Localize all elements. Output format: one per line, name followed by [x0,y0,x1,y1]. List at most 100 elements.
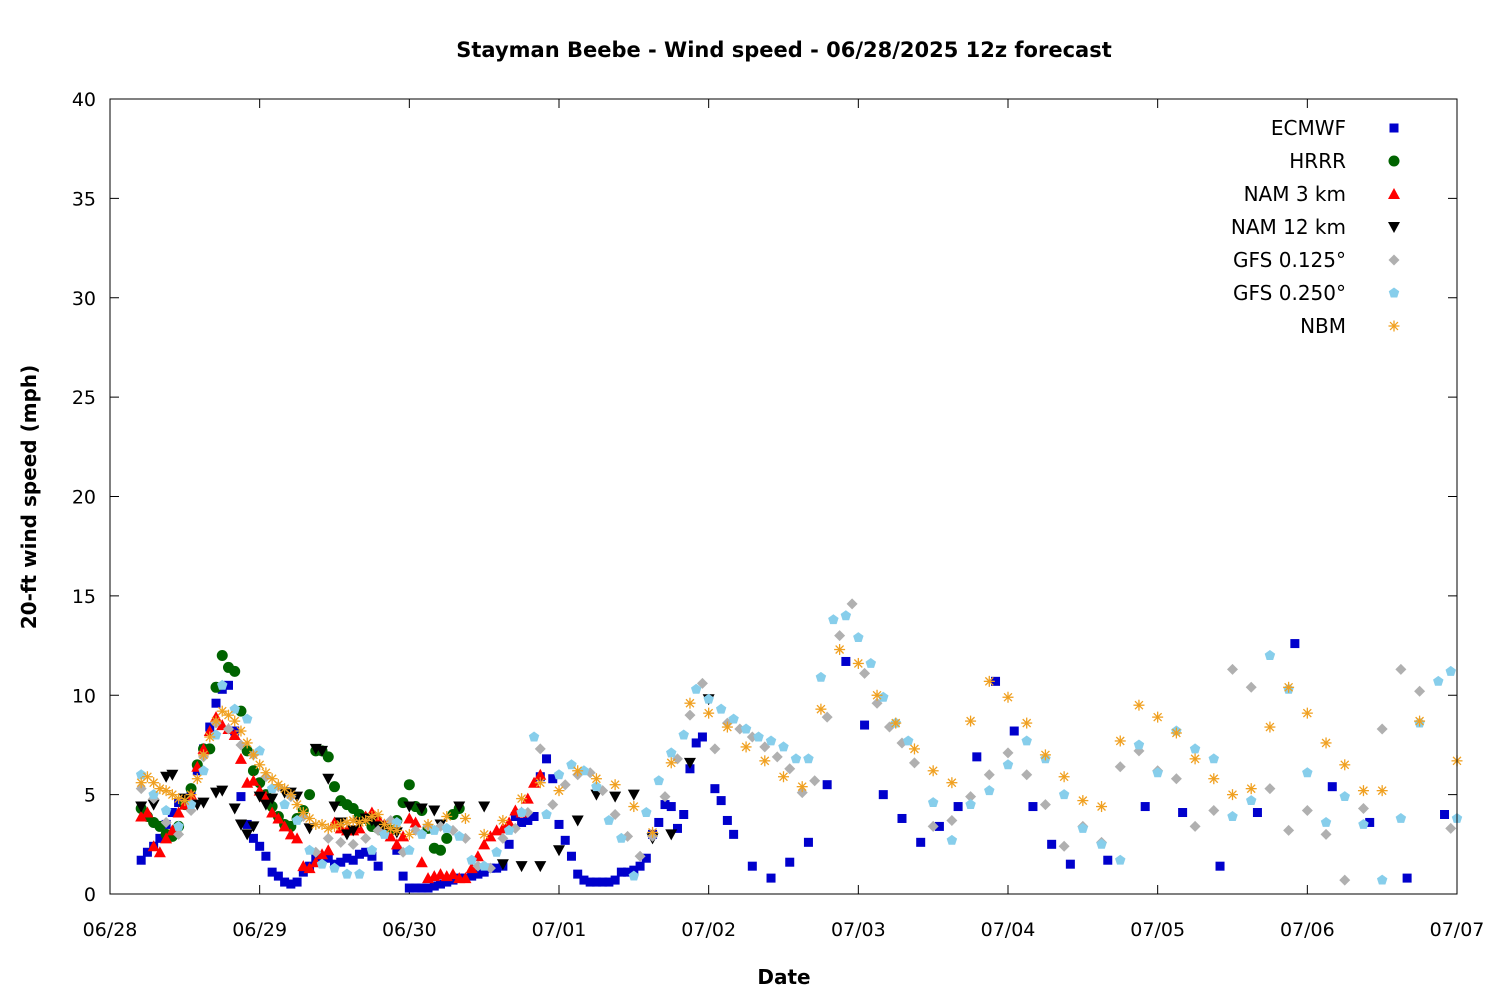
data-point [634,850,646,862]
data-point [322,773,335,785]
data-point [529,811,539,821]
data-point [1114,761,1126,773]
data-point [590,773,602,785]
x-tick-label: 07/03 [831,919,886,941]
data-point [516,807,527,817]
data-point [1096,838,1107,849]
data-point [1227,663,1238,675]
data-point [1445,822,1457,834]
data-point [478,828,490,840]
data-point [834,644,846,656]
data-point [347,814,359,826]
data-point [1358,818,1369,829]
data-point [228,729,241,740]
data-point [241,713,253,724]
data-point [217,679,228,690]
data-point [448,875,458,885]
data-point [796,781,808,793]
data-point [541,809,552,819]
data-point [629,865,639,875]
data-point [585,877,595,887]
data-point [303,862,316,874]
data-point [1290,639,1300,649]
data-point [160,832,173,844]
data-point [591,781,602,792]
data-point [1357,785,1369,797]
data-point [291,799,303,811]
data-point [927,765,939,777]
data-point [323,853,333,863]
data-point [497,832,509,844]
data-point [398,871,408,881]
data-point [466,854,477,865]
data-point [846,598,858,610]
data-point [610,875,620,885]
data-point [598,877,608,887]
data-point [222,723,234,735]
data-point [684,709,696,721]
x-tick-label: 07/06 [1280,919,1335,941]
data-point [436,879,446,889]
data-point [609,779,621,791]
data-point [291,832,304,844]
data-point [1140,802,1150,812]
data-point [160,805,172,815]
data-point [628,870,640,881]
data-point [266,806,279,818]
data-point [210,715,222,727]
y-tick-label: 25 [72,387,96,409]
data-point [504,839,514,849]
data-point [478,801,491,813]
data-point [534,861,547,873]
data-point [1208,773,1220,785]
data-point [579,875,589,885]
data-point [1058,771,1070,783]
data-point [753,731,764,742]
legend-label: ECMWF [1271,116,1346,140]
data-point [1327,782,1337,792]
data-point [322,822,334,834]
data-point [478,860,490,871]
data-point [341,868,353,879]
data-point [280,877,290,887]
x-tick-label: 06/29 [232,919,287,941]
data-point [167,808,177,818]
data-point [329,862,340,873]
data-point [360,814,372,826]
data-point [1189,743,1201,754]
data-point [859,667,871,679]
data-point [840,610,852,621]
data-point [1283,681,1295,693]
data-point [1264,650,1276,660]
data-point [360,832,372,844]
legend-marker [1388,222,1400,233]
data-point [136,855,146,865]
data-point [521,792,534,804]
y-tick-label: 20 [72,487,96,509]
data-point [965,799,976,810]
data-point [1357,803,1369,815]
y-tick-label: 15 [72,586,96,608]
legend-label: NAM 3 km [1244,182,1346,206]
data-point [267,867,277,877]
data-point [347,825,360,837]
data-point [547,799,559,811]
data-point [647,826,659,838]
data-point [228,803,241,815]
data-point [703,693,714,704]
data-point [1301,805,1313,817]
plot-border [109,98,1458,895]
data-point [284,828,297,840]
data-point [1114,735,1126,747]
data-point [1002,691,1014,703]
data-point [983,769,995,781]
x-tick-label: 07/07 [1430,919,1485,941]
data-point [286,879,296,889]
data-point [216,785,229,797]
data-point [516,793,528,805]
data-point [415,803,428,815]
data-point [247,821,260,833]
data-point [404,844,415,855]
data-point [560,835,570,845]
